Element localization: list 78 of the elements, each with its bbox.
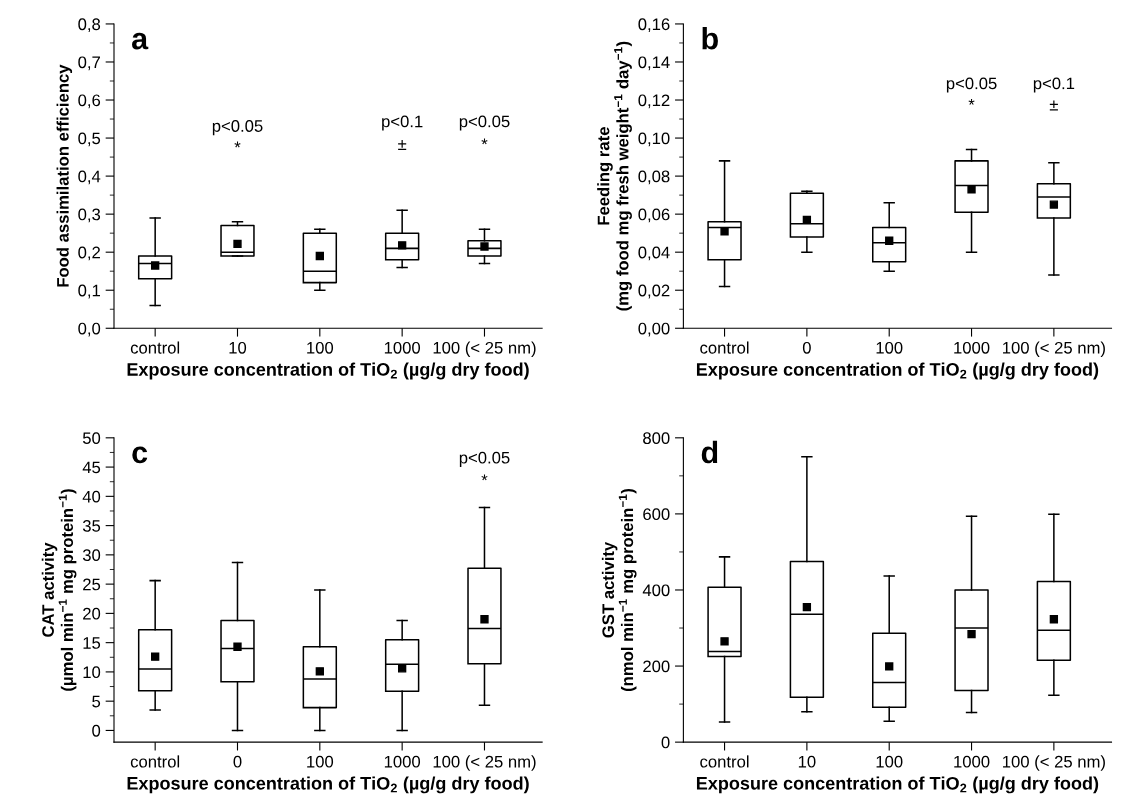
y-tick-label: 10 (83, 666, 101, 679)
annotation: ± (398, 140, 407, 150)
x-tick-label: control (700, 755, 749, 768)
y-tick-label: 0,02 (638, 284, 670, 299)
y-tick-label: 35 (82, 520, 101, 532)
annotation: * (968, 98, 975, 105)
y-tick-label: 600 (643, 508, 670, 521)
y-tick-label: 800 (643, 432, 670, 445)
annotation: p<0.05 (946, 77, 997, 93)
y-tick-label: 0,6 (78, 94, 101, 109)
annotation: ± (1049, 100, 1058, 111)
y-tick-label: 0,14 (638, 56, 670, 71)
y-tick-label: 0,3 (78, 208, 101, 223)
y-tick-label: 0,16 (638, 18, 670, 33)
y-tick-label: 0,06 (638, 208, 670, 223)
x-tick-label: 100 (876, 755, 903, 768)
y-tick-label: 50 (82, 432, 101, 445)
annotation: p<0.05 (459, 115, 510, 131)
y-tick-label: 0,5 (78, 132, 101, 147)
annotation: p<0.1 (382, 115, 423, 131)
x-tick-label: control (700, 341, 749, 354)
annotation: * (481, 474, 488, 481)
x-tick-label: 100 (< 25 nm) (433, 341, 536, 357)
y-tick-label: 0,1 (78, 284, 100, 299)
x-tick-label: 1000 (384, 755, 421, 768)
chart-title: c (132, 446, 148, 464)
y-axis-title: Feeding rate (mg food mg fresh weight$^{−1}$ day$^{−1}$) (597, 41, 632, 311)
x-tick-label: 1000 (954, 341, 990, 354)
y-tick-label: 45 (82, 461, 101, 474)
y-tick-label: 5 (92, 695, 101, 708)
y-tick-label: 0,2 (78, 246, 100, 261)
chart-title: d (701, 440, 718, 464)
y-tick-label: 20 (83, 607, 101, 620)
y-tick-label: 0,12 (638, 94, 670, 109)
x-axis-title: Exposure concentration of TiO$_{2}$ (µg/g dry food) (696, 362, 1099, 380)
x-axis-title: Exposure concentration of TiO$_{2}$ (µg/g dry food) (127, 776, 529, 794)
y-tick-label: 15 (83, 637, 101, 649)
y-axis-title: Food assimilation efficiency (56, 64, 73, 287)
x-tick-label: 100 (< 25 nm) (433, 755, 536, 771)
x-axis-title: Exposure concentration of TiO$_{2}$ (µg/g dry food) (127, 362, 529, 380)
y-tick-label: 0 (661, 736, 670, 749)
y-tick-label: 0,10 (638, 132, 670, 147)
y-axis-title: CAT activity (µmol min$^{−1}$ mg protein$^{−1}$) (41, 489, 77, 691)
y-tick-label: 0,00 (638, 322, 670, 337)
x-tick-label: 100 (876, 341, 903, 354)
x-tick-label: 10 (229, 341, 247, 354)
y-tick-label: 0 (92, 724, 101, 737)
chart-title: a (132, 32, 149, 50)
y-tick-label: 40 (82, 490, 101, 503)
x-tick-label: 100 (< 25 nm) (1003, 341, 1105, 357)
x-tick-label: 0 (233, 755, 242, 768)
annotation: * (481, 138, 488, 145)
chart-title: b (702, 26, 718, 50)
x-tick-label: 1000 (954, 755, 990, 768)
annotation: p<0.05 (212, 120, 263, 136)
x-tick-label: 100 (< 25 nm) (1003, 755, 1105, 771)
x-tick-label: 100 (307, 755, 334, 768)
y-tick-label: 400 (642, 584, 670, 597)
y-tick-label: 25 (83, 578, 101, 591)
y-tick-label: 0,04 (638, 246, 670, 261)
annotation: p<0.1 (1033, 77, 1075, 93)
x-tick-label: 0 (802, 341, 811, 354)
y-tick-label: 0,0 (78, 322, 101, 337)
x-tick-label: control (130, 755, 180, 768)
annotation: * (234, 141, 241, 148)
x-tick-label: 10 (798, 755, 816, 768)
y-tick-label: 200 (643, 660, 670, 673)
y-tick-label: 0,7 (78, 56, 100, 71)
x-tick-label: control (130, 341, 180, 354)
x-tick-label: 100 (307, 341, 334, 354)
y-axis-title: GST activity (nmol min$^{−1}$ mg protein$^{−1}$) (601, 489, 637, 692)
x-tick-label: 1000 (384, 341, 421, 354)
y-tick-label: 0,4 (78, 170, 101, 185)
annotation: p<0.05 (459, 451, 510, 467)
y-tick-label: 30 (82, 549, 101, 562)
y-tick-label: 0,08 (638, 170, 670, 185)
y-tick-label: 0,8 (78, 18, 101, 33)
x-axis-title: Exposure concentration of TiO$_{2}$ (µg/g dry food) (696, 776, 1099, 794)
